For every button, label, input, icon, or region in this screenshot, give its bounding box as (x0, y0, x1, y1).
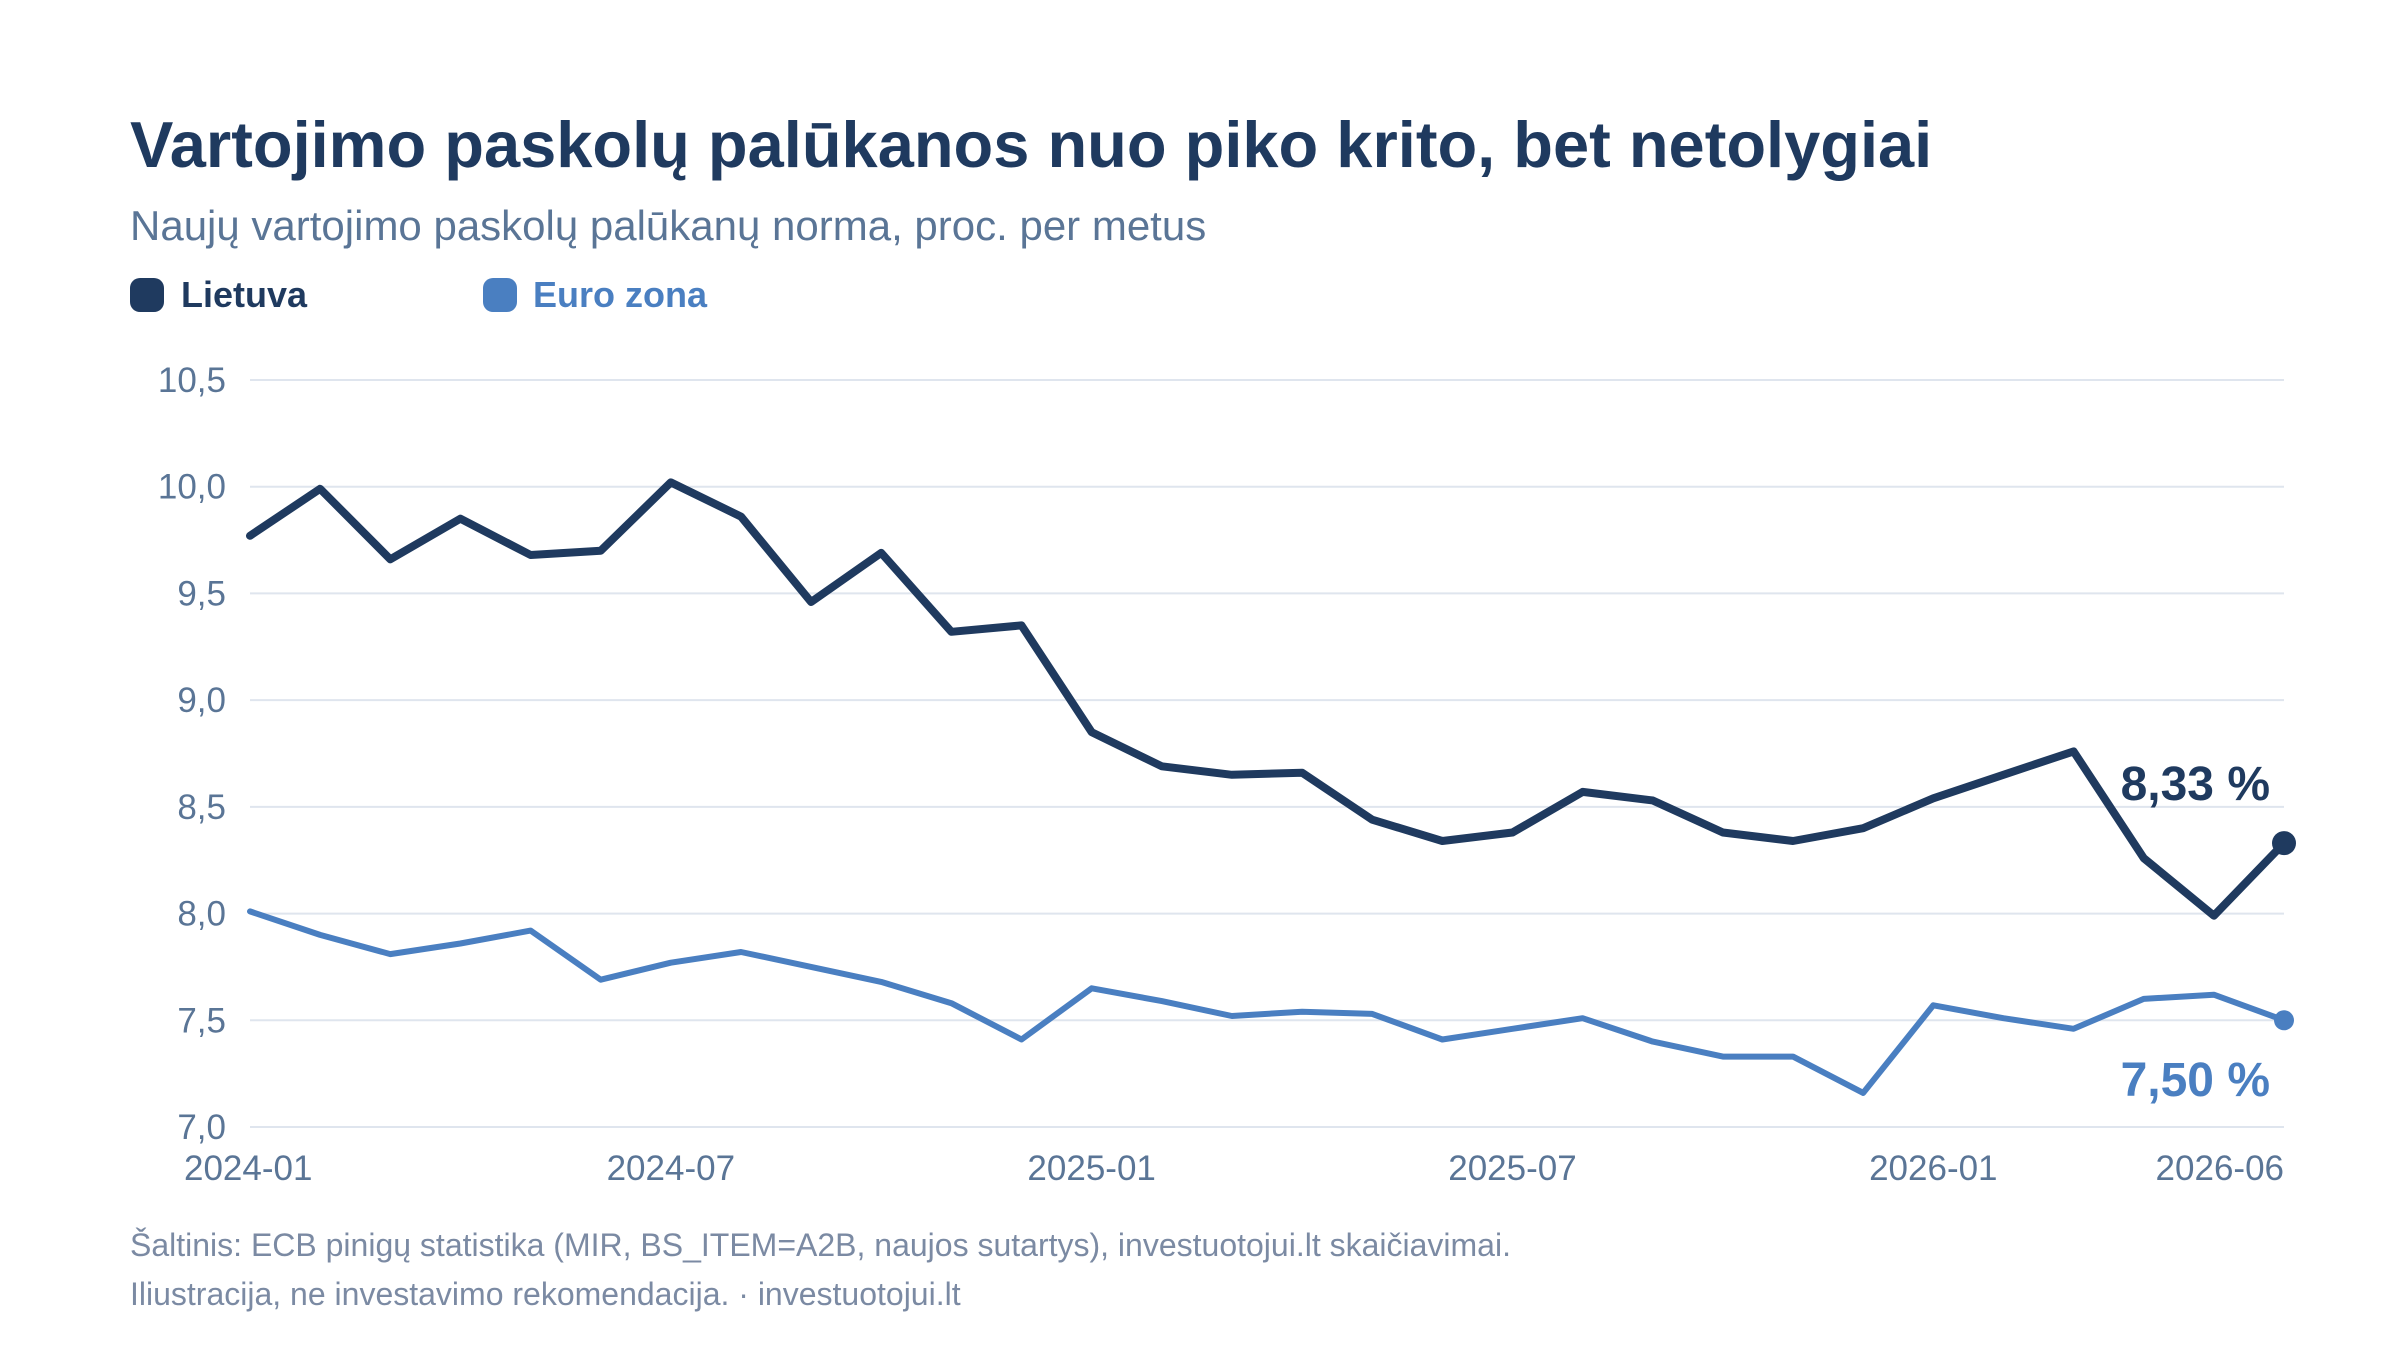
disclaimer-note: Iliustracija, ne investavimo rekomendaci… (130, 1276, 961, 1312)
x-axis: 2024-01 2024-07 2025-01 2025-07 2026-01 2026-… (184, 1149, 2284, 1188)
chart-subtitle: Naujų vartojimo paskolų palūkanų norma, … (130, 202, 1206, 249)
legend-marker-lietuva (130, 278, 164, 312)
series-line-euro-zona (247, 908, 2287, 1096)
y-axis: 7,0 7,5 8,0 8,5 9,0 9,5 10,0 10,5 (158, 361, 226, 1147)
x-tick-label: 2025-01 (1027, 1149, 1155, 1188)
grid (250, 379, 2284, 1128)
x-tick-label: 2024-07 (607, 1149, 735, 1188)
y-tick-label: 7,5 (177, 1001, 226, 1040)
series-line-lietuva (246, 478, 2288, 920)
legend-item-euro-zona[interactable]: Euro zona (483, 274, 708, 315)
source-note: Šaltinis: ECB pinigų statistika (MIR, BS… (130, 1227, 1511, 1263)
legend-label-lietuva: Lietuva (181, 274, 308, 315)
x-tick-label: 2024-01 (184, 1149, 312, 1188)
y-tick-label: 8,0 (177, 895, 226, 934)
x-tick-label: 2026-01 (1869, 1149, 1997, 1188)
end-label-lietuva: 8,33 % (2121, 758, 2270, 811)
y-tick-label: 8,5 (177, 788, 226, 827)
end-point-euro-zona (2274, 1010, 2294, 1031)
y-tick-label: 9,5 (177, 574, 226, 613)
end-label-euro-zona: 7,50 % (2121, 1054, 2270, 1107)
y-tick-label: 9,0 (177, 681, 226, 720)
y-tick-label: 7,0 (177, 1108, 226, 1147)
x-tick-label: 2025-07 (1448, 1149, 1576, 1188)
chart-title: Vartojimo paskolų palūkanos nuo piko kri… (130, 108, 1932, 181)
x-tick-label: 2026-06 (2156, 1149, 2284, 1188)
y-tick-label: 10,5 (158, 361, 226, 400)
end-point-lietuva (2272, 831, 2296, 856)
legend-item-lietuva[interactable]: Lietuva (130, 274, 308, 315)
legend: Lietuva Euro zona (130, 274, 708, 315)
legend-label-euro-zona: Euro zona (533, 274, 708, 315)
legend-marker-euro-zona (483, 278, 517, 312)
series-layer (246, 478, 2296, 1096)
y-tick-label: 10,0 (158, 468, 226, 507)
